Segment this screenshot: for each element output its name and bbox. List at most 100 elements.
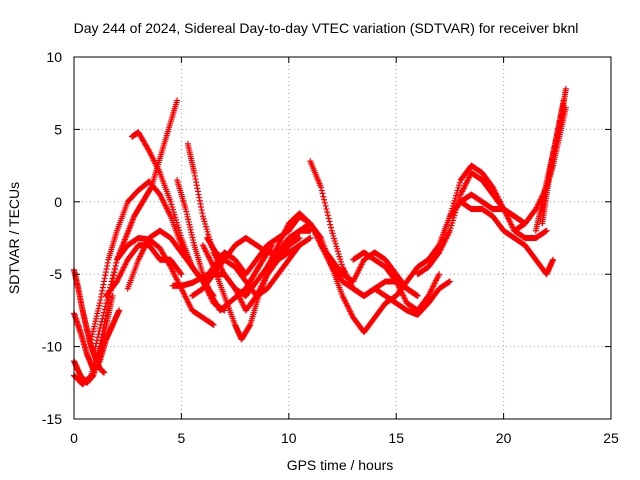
y-tick-label: -10 [42, 339, 62, 355]
data-point [198, 207, 205, 214]
data-point [178, 271, 185, 278]
data-point [102, 272, 109, 279]
x-tick-label: 25 [603, 430, 619, 446]
y-tick-label: -15 [42, 411, 62, 427]
series-arc-21 [350, 249, 443, 314]
chart-title: Day 244 of 2024, Sidereal Day-to-day VTE… [74, 20, 579, 36]
data-point [327, 221, 334, 228]
data-point [192, 176, 199, 183]
data-point [110, 269, 117, 276]
data-point [193, 179, 200, 186]
data-point [210, 321, 217, 328]
x-tick-label: 0 [70, 430, 78, 446]
data-point [93, 340, 100, 347]
data-point [196, 194, 203, 201]
data-point [319, 190, 326, 197]
data-point [268, 243, 275, 250]
data-point [193, 182, 200, 189]
series-arc-22 [371, 278, 453, 318]
series-arc-23 [393, 162, 550, 299]
data-point [96, 300, 103, 307]
data-point [98, 290, 105, 297]
data-point [112, 262, 119, 269]
data-point [97, 297, 104, 304]
data-point [87, 373, 94, 380]
data-point [102, 269, 109, 276]
data-point [113, 259, 120, 266]
y-tick-label: -5 [50, 266, 63, 282]
data-point [320, 193, 327, 200]
data-point [100, 281, 107, 288]
data-point [199, 210, 206, 217]
x-tick-label: 5 [178, 430, 186, 446]
data-point [307, 235, 314, 241]
data-point [268, 242, 275, 249]
data-point [95, 331, 102, 338]
x-axis-title: GPS time / hours [287, 457, 394, 473]
data-point [195, 191, 202, 198]
data-point [550, 256, 557, 263]
data-point [196, 197, 203, 204]
series-arc-19 [307, 158, 421, 299]
data-point [324, 209, 331, 216]
data-point [98, 293, 105, 300]
data-point [109, 275, 116, 282]
data-point [103, 297, 110, 304]
series-arc-25 [425, 191, 529, 263]
data-point [92, 343, 99, 350]
data-point [321, 199, 328, 206]
data-point [543, 227, 550, 234]
data-point [191, 172, 198, 179]
data-point [116, 307, 123, 314]
data-point [562, 85, 569, 92]
data-point [104, 262, 111, 269]
data-point [100, 312, 107, 319]
data-point [326, 218, 333, 225]
y-axis-title: SDTVAR / TECUs [6, 182, 22, 294]
data-point [318, 184, 325, 191]
x-tick-label: 15 [388, 430, 404, 446]
data-point [108, 278, 115, 285]
data-point [86, 373, 93, 380]
data-point [99, 287, 106, 294]
axis-ticks [73, 56, 612, 420]
data-point [97, 324, 104, 331]
series-arc-15 [204, 235, 314, 299]
plot-frame [73, 56, 612, 420]
x-tick-label: 10 [281, 430, 297, 446]
tick-labels: 0 5 10 15 20 25 -15 -10 -5 0 5 10 [42, 49, 619, 446]
data-point [325, 215, 332, 222]
data-point [103, 266, 110, 273]
data-point [194, 185, 201, 192]
data-points [71, 85, 569, 388]
data-point [321, 196, 328, 203]
data-point [174, 97, 181, 104]
data-point [99, 284, 106, 291]
data-point [191, 169, 198, 176]
data-point [197, 200, 204, 207]
data-point [327, 224, 334, 231]
data-point [436, 271, 443, 278]
data-point [94, 334, 101, 341]
series-arc-20 [318, 242, 421, 299]
x-tick-label: 20 [496, 430, 512, 446]
data-point [324, 212, 331, 219]
series-arc-18 [285, 213, 400, 336]
data-point [104, 259, 111, 266]
data-point [177, 270, 184, 277]
data-point [446, 278, 453, 285]
series-arc-29 [539, 97, 567, 227]
data-point [100, 309, 107, 316]
data-point [246, 322, 253, 329]
data-point [435, 243, 442, 250]
data-point [198, 203, 205, 210]
y-tick-label: 0 [54, 194, 62, 210]
series-arc-4 [71, 97, 181, 388]
data-point [96, 328, 103, 335]
data-point [322, 202, 329, 209]
data-point [414, 292, 421, 299]
data-point [323, 206, 330, 213]
data-point [101, 369, 108, 376]
data-point [97, 321, 104, 328]
